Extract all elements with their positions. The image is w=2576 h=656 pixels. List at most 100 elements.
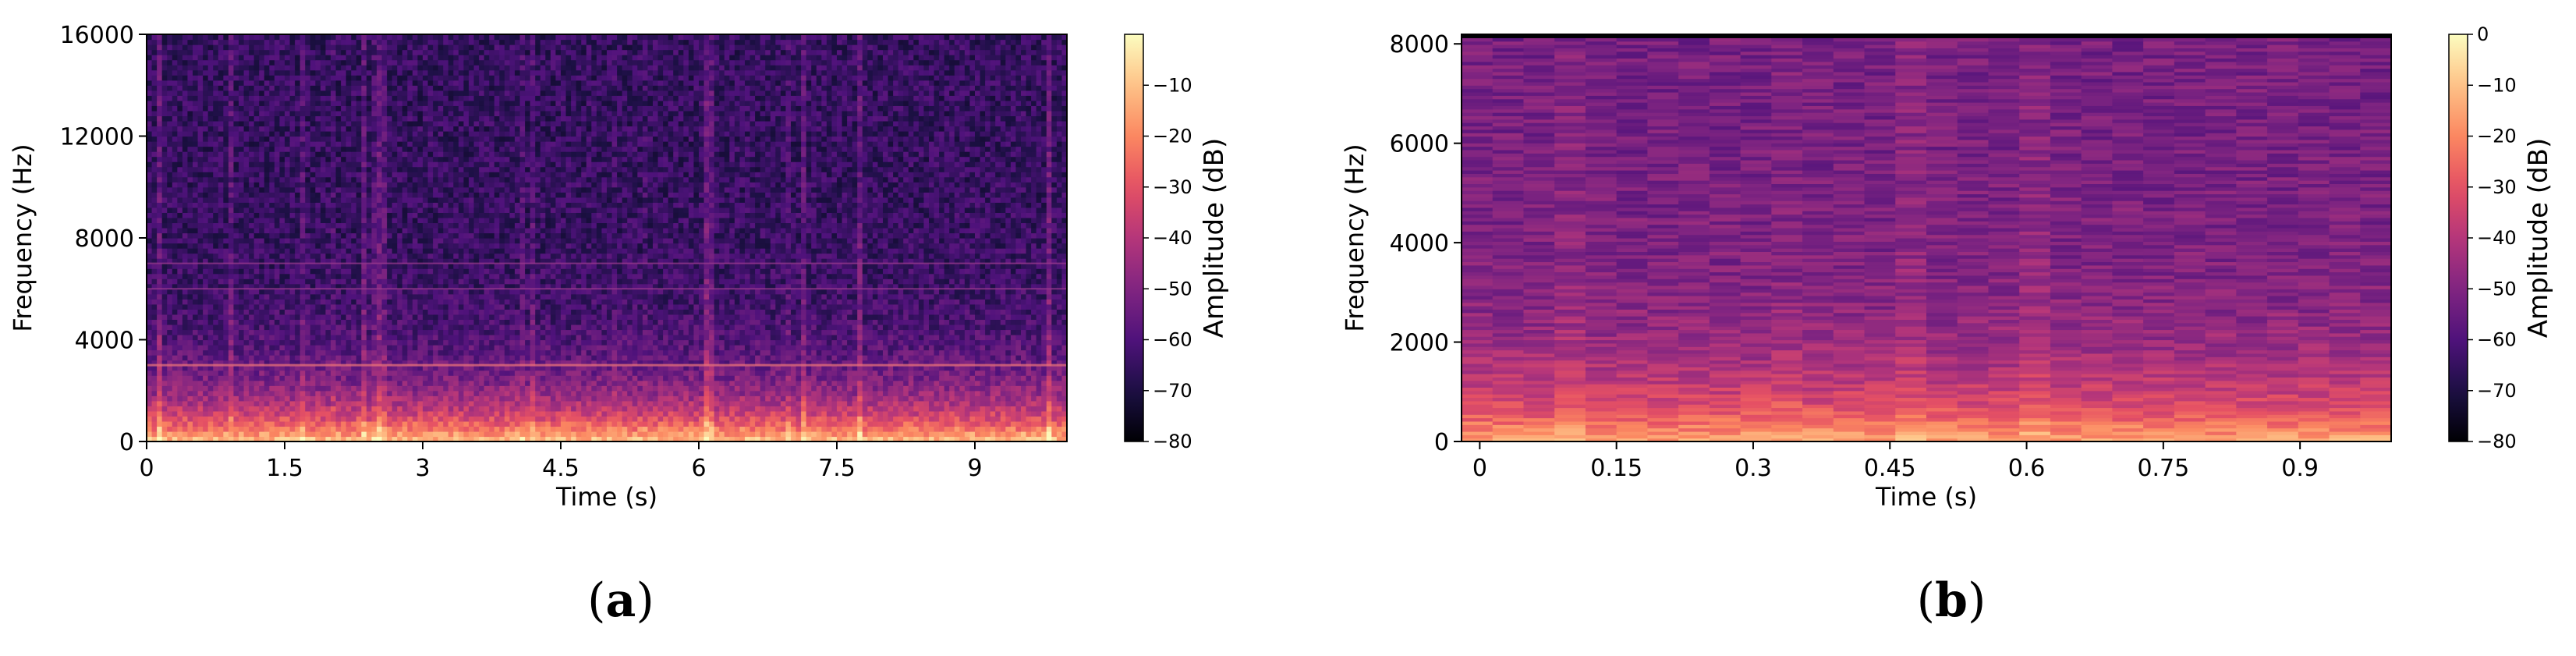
heatmap-cell [433, 329, 439, 335]
heatmap-cell [1036, 345, 1042, 351]
heatmap-cell [591, 410, 597, 417]
heatmap-cell [489, 426, 495, 432]
heatmap-cell [995, 314, 1001, 321]
heatmap-cell [463, 385, 469, 392]
heatmap-cell [259, 360, 265, 366]
heatmap-cell [147, 390, 153, 396]
heatmap-cell [279, 319, 285, 325]
heatmap-cell [172, 309, 178, 315]
heatmap-cell [412, 309, 419, 315]
heatmap-cell [530, 410, 536, 417]
heatmap-cell [872, 314, 879, 321]
heatmap-cell [867, 349, 873, 356]
heatmap-cell [837, 395, 843, 402]
heatmap-cell [239, 375, 245, 381]
heatmap-cell [724, 345, 730, 351]
heatmap-cell [264, 334, 270, 341]
heatmap-cell [811, 420, 817, 427]
heatmap-cell [765, 303, 771, 310]
heatmap-cell [504, 400, 511, 406]
heatmap-cell [305, 406, 311, 412]
heatmap-cell [239, 406, 245, 412]
heatmap-cell [167, 395, 173, 402]
heatmap-cell [545, 380, 551, 386]
heatmap-cell [193, 370, 199, 376]
heatmap-cell [315, 324, 321, 331]
heatmap-cell [331, 390, 337, 396]
heatmap-cell [504, 314, 511, 321]
heatmap-cell [724, 400, 730, 406]
heatmap-cell [289, 370, 296, 376]
heatmap-cell [1041, 416, 1047, 422]
heatmap-cell [289, 380, 296, 386]
heatmap-cell [770, 370, 776, 376]
heatmap-cell [862, 406, 868, 412]
heatmap-cell [161, 385, 168, 392]
heatmap-cell [305, 426, 311, 432]
heatmap-cell [377, 420, 383, 427]
heatmap-cell [959, 360, 966, 366]
heatmap-cell [923, 380, 930, 386]
heatmap-cell [519, 426, 526, 432]
heatmap-cell [811, 370, 817, 376]
heatmap-cell [310, 314, 316, 321]
heatmap-cell [929, 395, 935, 402]
heatmap-cell [857, 400, 863, 406]
heatmap-cell [826, 360, 833, 366]
heatmap-cell [172, 380, 178, 386]
heatmap-cell [867, 375, 873, 381]
heatmap-cell [320, 385, 327, 392]
heatmap-cell [780, 309, 787, 315]
heatmap-cell [177, 365, 183, 371]
heatmap-cell [1010, 360, 1017, 366]
heatmap-cell [299, 426, 306, 432]
heatmap-cell [632, 431, 638, 438]
heatmap-cell [637, 314, 643, 321]
heatmap-cell [525, 395, 531, 402]
heatmap-cell [182, 410, 189, 417]
heatmap-cell [1036, 319, 1042, 325]
heatmap-cell [264, 431, 270, 438]
heatmap-cell [1026, 426, 1032, 432]
heatmap-cell [739, 375, 746, 381]
heatmap-cell [831, 400, 838, 406]
heatmap-cell [581, 355, 587, 361]
heatmap-cell [519, 349, 526, 356]
heatmap-cell [724, 324, 730, 331]
heatmap-cell [571, 426, 577, 432]
heatmap-cell [207, 370, 214, 376]
heatmap-cell [642, 299, 649, 305]
heatmap-cell [893, 390, 899, 396]
heatmap-cell [253, 303, 260, 310]
heatmap-cell [703, 380, 710, 386]
heatmap-cell [668, 360, 674, 366]
heatmap-cell [161, 349, 168, 356]
heatmap-cell [525, 314, 531, 321]
heatmap-cell [402, 319, 408, 325]
heatmap-cell [806, 375, 812, 381]
heatmap-cell [770, 380, 776, 386]
heatmap-cell [872, 385, 879, 392]
heatmap-cell [341, 334, 347, 341]
heatmap-cell [515, 365, 521, 371]
heatmap-cell [739, 355, 746, 361]
heatmap-cell [785, 355, 792, 361]
heatmap-cell [739, 339, 746, 346]
heatmap-cell [934, 345, 940, 351]
heatmap-cell [969, 375, 976, 381]
heatmap-cell [719, 299, 725, 305]
heatmap-cell [1005, 309, 1012, 315]
heatmap-cell [837, 329, 843, 335]
heatmap-cell [1015, 303, 1022, 310]
heatmap-cell [918, 426, 925, 432]
heatmap-cell [147, 420, 153, 427]
heatmap-cell [795, 324, 802, 331]
heatmap-cell [167, 334, 173, 341]
heatmap-cell [877, 426, 884, 432]
heatmap-cell [525, 365, 531, 371]
heatmap-cell [259, 395, 265, 402]
heatmap-cell [847, 349, 853, 356]
heatmap-cell [785, 299, 792, 305]
heatmap-cell [423, 390, 429, 396]
heatmap-cell [888, 303, 894, 310]
